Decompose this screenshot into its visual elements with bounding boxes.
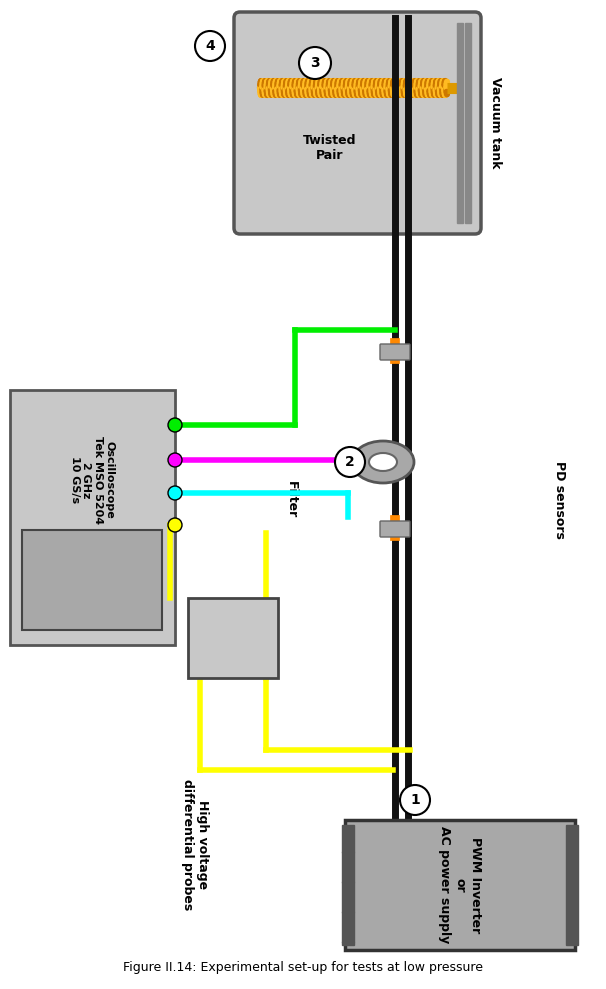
FancyBboxPatch shape: [234, 12, 481, 234]
Ellipse shape: [369, 453, 397, 471]
Text: 4: 4: [205, 39, 215, 53]
Circle shape: [168, 453, 182, 467]
Text: 1: 1: [410, 793, 420, 807]
Circle shape: [168, 518, 182, 532]
Text: Oscilloscope
Tek MSO 5204
2 GHz
10 GS/s: Oscilloscope Tek MSO 5204 2 GHz 10 GS/s: [70, 436, 115, 524]
Text: Figure II.14: Experimental set-up for tests at low pressure: Figure II.14: Experimental set-up for te…: [123, 961, 483, 974]
Bar: [457, 23, 463, 223]
Circle shape: [168, 486, 182, 500]
Text: PWM Inverter
or
AC power supply: PWM Inverter or AC power supply: [439, 827, 482, 944]
Text: Attenuation
1000x: Attenuation 1000x: [222, 600, 244, 675]
FancyBboxPatch shape: [345, 820, 575, 950]
Text: 3: 3: [310, 56, 320, 70]
Bar: [342, 825, 354, 945]
Text: Twisted
Pair: Twisted Pair: [302, 134, 356, 162]
Circle shape: [195, 31, 225, 61]
Text: High voltage
differential probes: High voltage differential probes: [181, 779, 209, 911]
Text: PD sensors: PD sensors: [553, 461, 567, 539]
FancyBboxPatch shape: [10, 390, 175, 645]
Text: Vacuum tank: Vacuum tank: [488, 77, 502, 169]
Circle shape: [168, 418, 182, 432]
Bar: [566, 825, 578, 945]
FancyBboxPatch shape: [22, 530, 162, 630]
Text: 2: 2: [345, 455, 355, 469]
Ellipse shape: [352, 441, 414, 483]
Circle shape: [335, 447, 365, 477]
Text: Filter: Filter: [285, 482, 298, 518]
FancyBboxPatch shape: [380, 344, 410, 360]
FancyBboxPatch shape: [380, 521, 410, 537]
Bar: [465, 23, 471, 223]
Circle shape: [299, 47, 331, 79]
Circle shape: [400, 785, 430, 815]
FancyBboxPatch shape: [188, 598, 278, 678]
